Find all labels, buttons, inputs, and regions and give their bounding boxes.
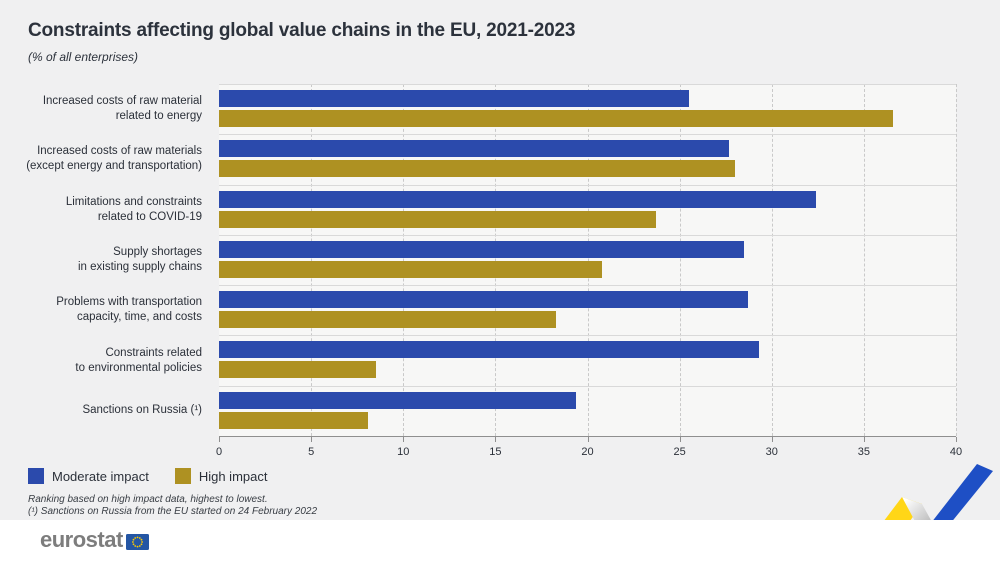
legend-item: Moderate impact [28, 468, 149, 484]
legend-item: High impact [174, 468, 268, 484]
x-tick-label-10: 10 [397, 446, 410, 458]
legend: Moderate impact High impact [28, 468, 267, 484]
eu-flag-star [140, 540, 143, 543]
eu-flag-star [140, 542, 143, 545]
eu-flag-star [138, 536, 141, 539]
eu-flag-star [136, 536, 139, 538]
category-label: Supply shortages in existing supply chain… [77, 246, 202, 273]
x-tick-label-0: 0 [215, 446, 223, 458]
x-tick-mark-40 [956, 437, 957, 442]
chart-row [219, 285, 956, 335]
legend-label: Moderate impact [52, 468, 149, 484]
eu-flag-star [134, 544, 136, 547]
eu-flag-star [131, 540, 134, 543]
bar-high-impact [219, 411, 369, 429]
gridline-20 [587, 84, 589, 436]
gridline-30 [771, 84, 773, 436]
eu-flag-star [132, 538, 135, 541]
bar-high-impact [219, 311, 557, 329]
bar-high-impact [219, 160, 735, 178]
bar-moderate-impact [219, 90, 689, 107]
x-tick-label-20: 20 [581, 446, 594, 458]
bar-moderate-impact [219, 341, 759, 359]
eurostat-logo: eurostat [40, 527, 149, 553]
page-title: Constraints affecting global value chain… [28, 20, 576, 41]
category-label: Problems with transportation capacity, ti… [56, 296, 202, 324]
eu-flag-star [132, 542, 135, 545]
x-tick-label-15: 15 [489, 446, 502, 458]
bar-moderate-impact [219, 140, 730, 158]
bar-high-impact [219, 260, 603, 278]
footer-bar: eurostat [0, 520, 1000, 563]
footnote-sanctions: (¹) Sanctions on Russia from the EU star… [28, 506, 318, 517]
x-tick-label-40: 40 [949, 446, 963, 458]
x-tick-label-30: 30 [765, 446, 778, 458]
chart-row [219, 134, 956, 184]
gridline-40 [956, 84, 957, 436]
x-tick-mark-0 [219, 437, 220, 442]
bar-high-impact [219, 361, 376, 379]
gridline-35 [863, 84, 865, 436]
eurostat-wordmark: eurostat [40, 527, 123, 552]
bar-moderate-impact [219, 291, 748, 309]
x-tick-label-25: 25 [673, 446, 686, 458]
x-tick-mark-20 [587, 437, 589, 442]
eu-flag-icon [125, 533, 149, 550]
chart-row [219, 385, 956, 436]
chart-row [219, 335, 956, 385]
gridline-5 [311, 84, 313, 436]
chart-row [219, 184, 956, 235]
eu-flag-star [134, 536, 136, 539]
gridline-10 [403, 84, 405, 436]
footnote-ranking: Ranking based on high impact data, highe… [28, 494, 268, 505]
gridline-15 [495, 84, 497, 436]
bar-high-impact [219, 110, 894, 127]
gridline-25 [679, 84, 681, 436]
bar-moderate-impact [219, 391, 577, 409]
category-label: Increased costs of raw material related t… [42, 95, 202, 123]
category-axis: Increased costs of raw material related t… [0, 84, 211, 436]
legend-swatch [28, 468, 44, 484]
eu-flag-star [136, 545, 139, 547]
legend-swatch [174, 468, 191, 484]
chart-row [219, 234, 956, 285]
x-tick-label-5: 5 [308, 446, 315, 458]
x-tick-mark-5 [311, 437, 313, 442]
category-label: Limitations and constraints related to CO… [65, 195, 202, 223]
bar-moderate-impact [219, 240, 745, 258]
eu-flag-star [138, 544, 141, 547]
category-label: Sanctions on Russia (¹) [82, 404, 202, 417]
x-tick-mark-30 [771, 437, 773, 442]
footnotes: Ranking based on high impact data, highe… [28, 494, 317, 518]
chart-row [219, 84, 956, 134]
legend-label: High impact [198, 468, 268, 484]
x-tick-mark-15 [495, 437, 497, 442]
plot-area [219, 84, 957, 437]
category-label: Constraints related to environmental poli… [75, 346, 202, 374]
eu-flag-field [125, 533, 149, 550]
x-tick-mark-25 [679, 437, 681, 442]
eu-flag-star [140, 538, 143, 541]
bar-high-impact [219, 210, 656, 228]
x-tick-label-35: 35 [857, 446, 870, 458]
x-tick-mark-35 [863, 437, 865, 442]
page-subtitle: (% of all enterprises) [28, 50, 139, 64]
x-tick-mark-10 [403, 437, 405, 442]
category-label: Increased costs of raw materials (except … [26, 145, 202, 173]
bar-rows [219, 84, 956, 436]
bar-moderate-impact [219, 190, 816, 208]
